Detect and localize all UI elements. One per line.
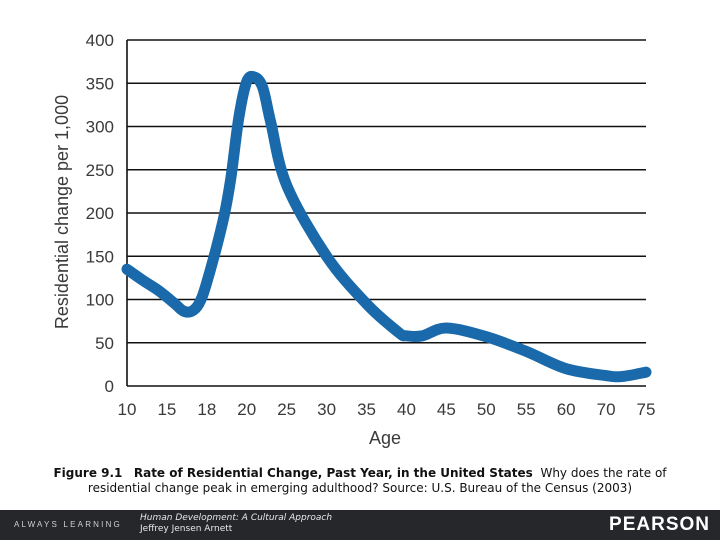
- series-line: [127, 76, 646, 376]
- footer-book-info: Human Development: A Cultural Approach J…: [140, 513, 332, 535]
- footer-author: Jeffrey Jensen Arnett: [140, 524, 332, 535]
- y-tick-label: 200: [86, 204, 114, 223]
- y-tick-label: 50: [95, 334, 114, 353]
- figure-label: Figure 9.1: [53, 466, 122, 480]
- x-tick-label: 50: [477, 400, 496, 419]
- x-tick-label: 75: [637, 400, 656, 419]
- y-tick-label: 0: [105, 377, 114, 396]
- y-tick-label: 100: [86, 291, 114, 310]
- figure-title: Rate of Residential Change, Past Year, i…: [134, 466, 533, 480]
- x-tick-label: 15: [157, 400, 176, 419]
- y-tick-labels: 0 50 100 150 200 250 300 350 400: [86, 31, 114, 396]
- y-tick-label: 150: [86, 247, 114, 266]
- footer-bar: ALWAYS LEARNING Human Development: A Cul…: [0, 510, 720, 540]
- x-tick-label: 60: [557, 400, 576, 419]
- x-tick-label: 25: [277, 400, 296, 419]
- x-tick-label: 40: [397, 400, 416, 419]
- y-tick-label: 350: [86, 74, 114, 93]
- x-tick-label: 35: [357, 400, 376, 419]
- chart-grid: [127, 40, 646, 386]
- y-axis-label: Residential change per 1,000: [52, 95, 72, 329]
- caption-line-2: residential change peak in emerging adul…: [20, 481, 700, 496]
- caption-line-1: Figure 9.1 Rate of Residential Change, P…: [20, 466, 700, 481]
- y-tick-label: 400: [86, 31, 114, 50]
- x-tick-label: 10: [118, 400, 137, 419]
- x-tick-label: 45: [437, 400, 456, 419]
- caption-question-start: Why does the rate of: [540, 466, 666, 480]
- y-tick-label: 250: [86, 161, 114, 180]
- footer-book-title: Human Development: A Cultural Approach: [140, 513, 332, 524]
- x-tick-label: 70: [597, 400, 616, 419]
- x-axis-label: Age: [369, 428, 401, 448]
- x-tick-label: 55: [517, 400, 536, 419]
- x-tick-labels: 10 15 18 20 25 30 35 40 45 50 55 60 70 75: [118, 400, 656, 419]
- footer-tagline: ALWAYS LEARNING: [14, 520, 122, 529]
- x-tick-label: 30: [317, 400, 336, 419]
- pearson-logo: PEARSON: [609, 514, 710, 536]
- x-tick-label: 18: [197, 400, 216, 419]
- figure-caption: Figure 9.1 Rate of Residential Change, P…: [20, 466, 700, 496]
- chart: 0 50 100 150 200 250 300 350 400 10 15 18 20 25 30 35 4…: [0, 0, 720, 460]
- y-tick-label: 300: [86, 118, 114, 137]
- x-tick-label: 20: [237, 400, 256, 419]
